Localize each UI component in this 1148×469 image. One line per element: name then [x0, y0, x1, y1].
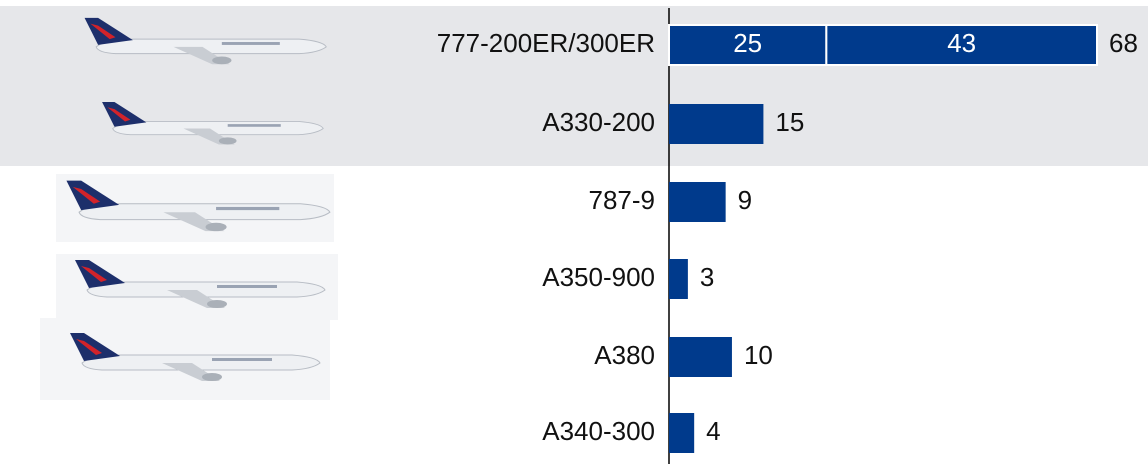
bar-segment: [669, 337, 732, 377]
total-label: 3: [700, 262, 714, 292]
bar-segment: [669, 104, 763, 144]
total-label: 4: [706, 416, 720, 446]
bar-segment: [669, 182, 726, 222]
bar-segment: [669, 259, 688, 299]
total-label: 10: [744, 340, 773, 370]
category-label: 787-9: [589, 185, 656, 215]
total-label: 68: [1109, 28, 1138, 58]
segment-label: 25: [733, 28, 762, 58]
total-label: 15: [775, 107, 804, 137]
category-label: A340-300: [542, 416, 655, 446]
segment-label: 43: [947, 28, 976, 58]
category-label: A350-900: [542, 262, 655, 292]
category-label: A330-200: [542, 107, 655, 137]
category-label: A380: [594, 340, 655, 370]
category-label: 777-200ER/300ER: [437, 28, 655, 58]
page: 777-200ER/300ER254368A330-20015787-99A35…: [0, 0, 1148, 469]
bar-segment: [669, 413, 694, 453]
chart: 777-200ER/300ER254368A330-20015787-99A35…: [0, 0, 1148, 464]
total-label: 9: [738, 185, 752, 215]
